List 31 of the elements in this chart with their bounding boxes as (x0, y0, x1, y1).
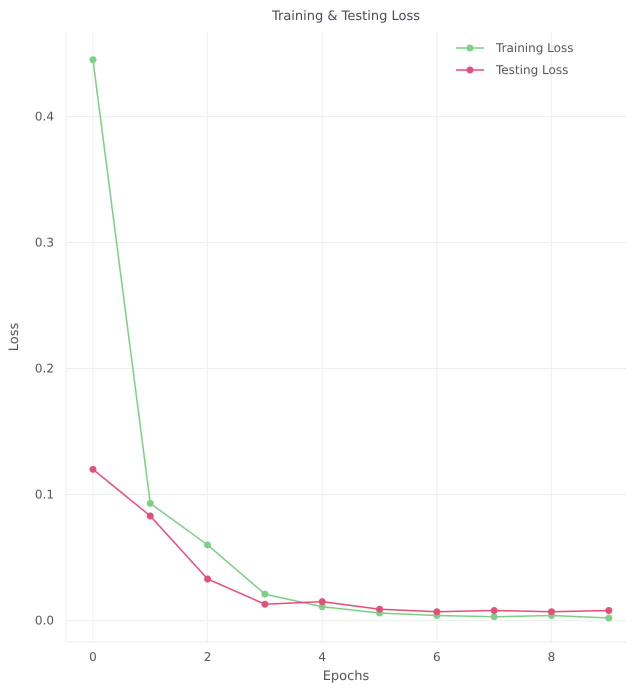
point (261, 600, 268, 608)
point (204, 575, 212, 582)
y-tick-label: 0.1 (34, 488, 54, 502)
x-tick-label: 4 (318, 650, 326, 664)
chart-title: Training & Testing Loss (270, 9, 420, 24)
legend-label: Testing Loss (495, 63, 568, 77)
point (605, 606, 612, 614)
point (146, 512, 154, 520)
y-tick-label: 0.2 (34, 362, 54, 376)
y-tick-label: 0.0 (34, 614, 54, 628)
x-axis-title: Epochs (322, 669, 370, 684)
point (548, 608, 555, 616)
point (204, 541, 212, 548)
x-tick-label: 0 (89, 650, 97, 664)
point (490, 606, 498, 614)
x-tick-label: 6 (433, 650, 441, 664)
x-tick-label: 8 (548, 650, 556, 664)
y-tick-label: 0.4 (34, 109, 54, 124)
point (89, 56, 96, 64)
point (318, 598, 326, 606)
point (376, 606, 384, 613)
point (261, 590, 268, 598)
x-tick-label: 2 (204, 650, 212, 664)
y-tick-label: 0.3 (34, 235, 54, 250)
point (490, 613, 498, 620)
point (605, 614, 612, 622)
point (433, 608, 440, 616)
point (146, 500, 154, 507)
point (89, 466, 96, 473)
y-axis-title: Loss (7, 322, 22, 352)
legend-label: Training Loss (495, 41, 574, 55)
